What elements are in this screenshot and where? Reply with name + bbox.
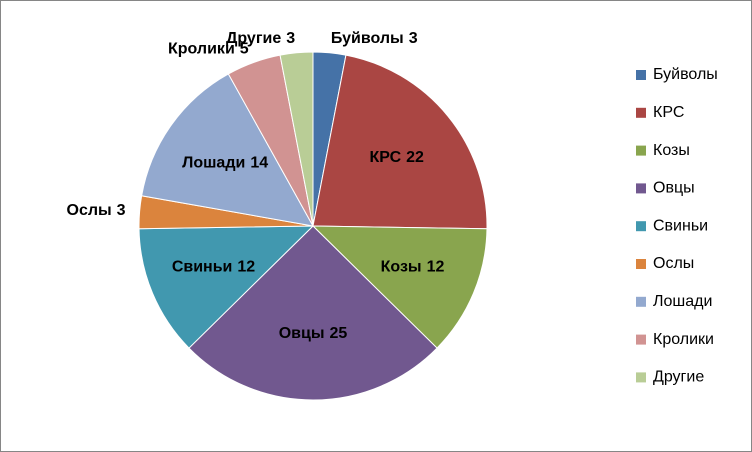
legend-swatch	[636, 296, 646, 307]
legend-label: КРС	[653, 104, 684, 121]
data-label-value: 3	[117, 202, 126, 219]
data-label-category: Кролики	[168, 41, 235, 58]
data-label-category: Ослы	[67, 202, 112, 219]
data-label: Лошади 14	[182, 155, 268, 172]
data-label: Буйволы 3	[331, 30, 418, 47]
legend-label: Буйволы	[653, 66, 718, 83]
data-label-value: 3	[409, 30, 418, 47]
legend-label: Ослы	[653, 255, 694, 272]
data-label: Другие 3	[226, 30, 295, 47]
data-label: КРС 22	[370, 149, 424, 166]
data-label-value: 25	[329, 325, 347, 342]
legend-swatch	[636, 259, 646, 269]
data-label-category: Другие	[226, 30, 281, 47]
data-label: Овцы 25	[279, 325, 348, 342]
data-label-value: 5	[240, 41, 249, 58]
legend-swatch	[636, 183, 646, 194]
data-label-category: КРС	[370, 149, 402, 166]
data-label: Свиньи 12	[172, 259, 255, 276]
pie-slice	[312, 54, 488, 230]
legend-swatch	[636, 70, 646, 80]
legend-swatch	[636, 107, 646, 118]
data-label-value: 12	[427, 259, 445, 276]
legend-label: Овцы	[653, 180, 695, 197]
legend-label: Лошади	[653, 293, 712, 310]
pie-slice	[188, 225, 438, 401]
legend-swatch	[636, 145, 646, 156]
legend-label: Свиньи	[653, 217, 708, 234]
data-label-value: 3	[286, 30, 295, 47]
pie-slice	[311, 225, 488, 349]
data-label-value: 22	[406, 149, 424, 166]
pie-slice	[141, 73, 314, 227]
data-label-category: Лошади	[182, 155, 245, 172]
legend-swatch	[636, 221, 646, 232]
legend-swatch	[636, 372, 646, 383]
data-label-category: Козы	[381, 259, 422, 276]
legend-label: Другие	[653, 369, 704, 386]
data-label-category: Буйволы	[331, 30, 404, 47]
pie-slice	[279, 51, 314, 227]
data-label-value: 12	[237, 259, 255, 276]
data-label-value: 14	[250, 155, 268, 172]
legend-label: Козы	[653, 142, 690, 159]
data-label: Кролики 5	[168, 41, 249, 58]
data-label-category: Свиньи	[172, 259, 233, 276]
data-label-category: Овцы	[279, 325, 325, 342]
data-label: Козы 12	[381, 259, 445, 276]
data-label: Ослы 3	[67, 202, 126, 219]
legend-label: Кролики	[653, 331, 714, 348]
legend-swatch	[636, 334, 646, 345]
pie-slice	[138, 225, 315, 349]
